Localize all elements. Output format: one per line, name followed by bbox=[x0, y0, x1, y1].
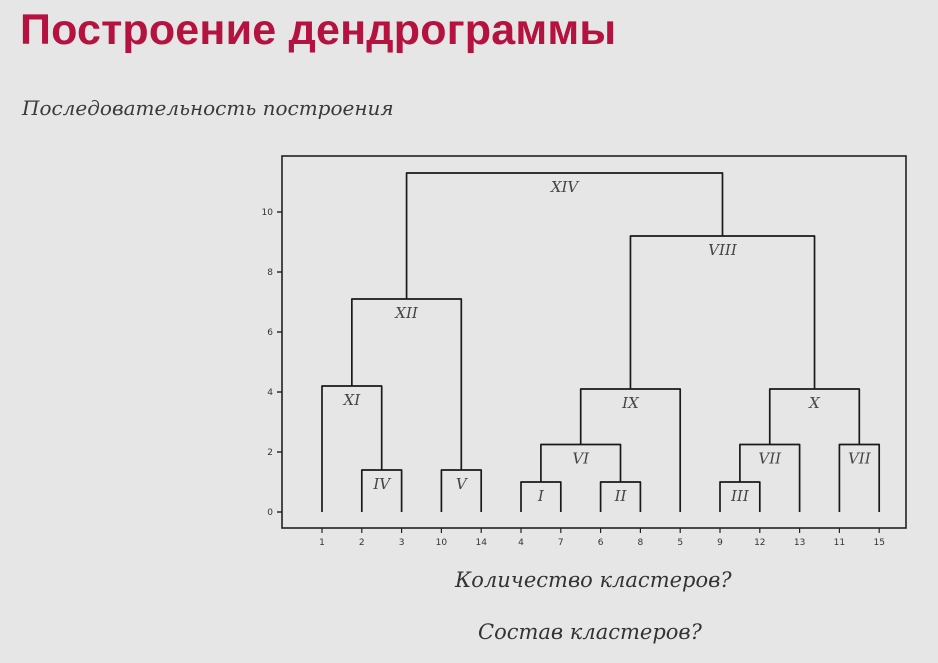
y-tick-label: 10 bbox=[262, 208, 274, 218]
y-axis: 0 2 4 6 8 10 bbox=[262, 208, 282, 518]
x-tick-label: 9 bbox=[717, 538, 723, 548]
x-tick-label: 1 bbox=[319, 538, 325, 548]
x-tick-label: 3 bbox=[399, 538, 405, 548]
cluster-label-VII_b: VII bbox=[848, 450, 872, 468]
x-tick-label: 14 bbox=[475, 538, 487, 548]
x-tick-label: 11 bbox=[834, 538, 845, 548]
slide-subtitle: Последовательность построения bbox=[22, 96, 394, 120]
cluster-label-VI: VI bbox=[572, 450, 590, 468]
cluster-label-V: V bbox=[456, 475, 469, 493]
y-tick-label: 4 bbox=[267, 388, 273, 398]
cluster-label-X: X bbox=[808, 394, 821, 412]
y-tick-label: 8 bbox=[267, 268, 273, 278]
dendrogram-links bbox=[321, 172, 881, 512]
question-cluster-composition: Состав кластеров? bbox=[478, 620, 702, 644]
x-tick-label: 5 bbox=[677, 538, 683, 548]
slide-title: Построение дендрограммы bbox=[20, 6, 617, 54]
y-tick-label: 6 bbox=[267, 328, 273, 338]
link-XII bbox=[351, 298, 463, 470]
x-tick-label: 13 bbox=[794, 538, 805, 548]
x-tick-label: 4 bbox=[518, 538, 524, 548]
y-tick-label: 2 bbox=[267, 448, 273, 458]
cluster-label-XII: XII bbox=[394, 304, 419, 322]
x-tick-label: 15 bbox=[873, 538, 884, 548]
cluster-label-VIII: VIII bbox=[708, 241, 738, 259]
x-axis: 1 2 3 10 14 4 7 6 8 5 9 12 13 11 15 bbox=[319, 528, 885, 548]
question-cluster-count: Количество кластеров? bbox=[455, 568, 732, 592]
cluster-label-I: I bbox=[537, 487, 545, 505]
x-tick-label: 12 bbox=[754, 538, 765, 548]
link-XIV bbox=[405, 172, 724, 299]
cluster-label-II: II bbox=[614, 487, 628, 505]
x-tick-label: 7 bbox=[558, 538, 564, 548]
cluster-label-VII_a: VII bbox=[758, 450, 782, 468]
x-tick-label: 6 bbox=[598, 538, 604, 548]
y-tick-label: 0 bbox=[267, 508, 273, 518]
cluster-label-IX: IX bbox=[621, 394, 640, 412]
cluster-label-XI: XI bbox=[343, 391, 362, 409]
cluster-label-III: III bbox=[730, 487, 750, 505]
cluster-label-XIV: XIV bbox=[550, 178, 581, 196]
x-tick-label: 10 bbox=[436, 538, 448, 548]
chart-frame bbox=[281, 155, 907, 529]
x-tick-label: 2 bbox=[359, 538, 365, 548]
cluster-label-IV: IV bbox=[372, 475, 392, 493]
x-tick-label: 8 bbox=[638, 538, 644, 548]
